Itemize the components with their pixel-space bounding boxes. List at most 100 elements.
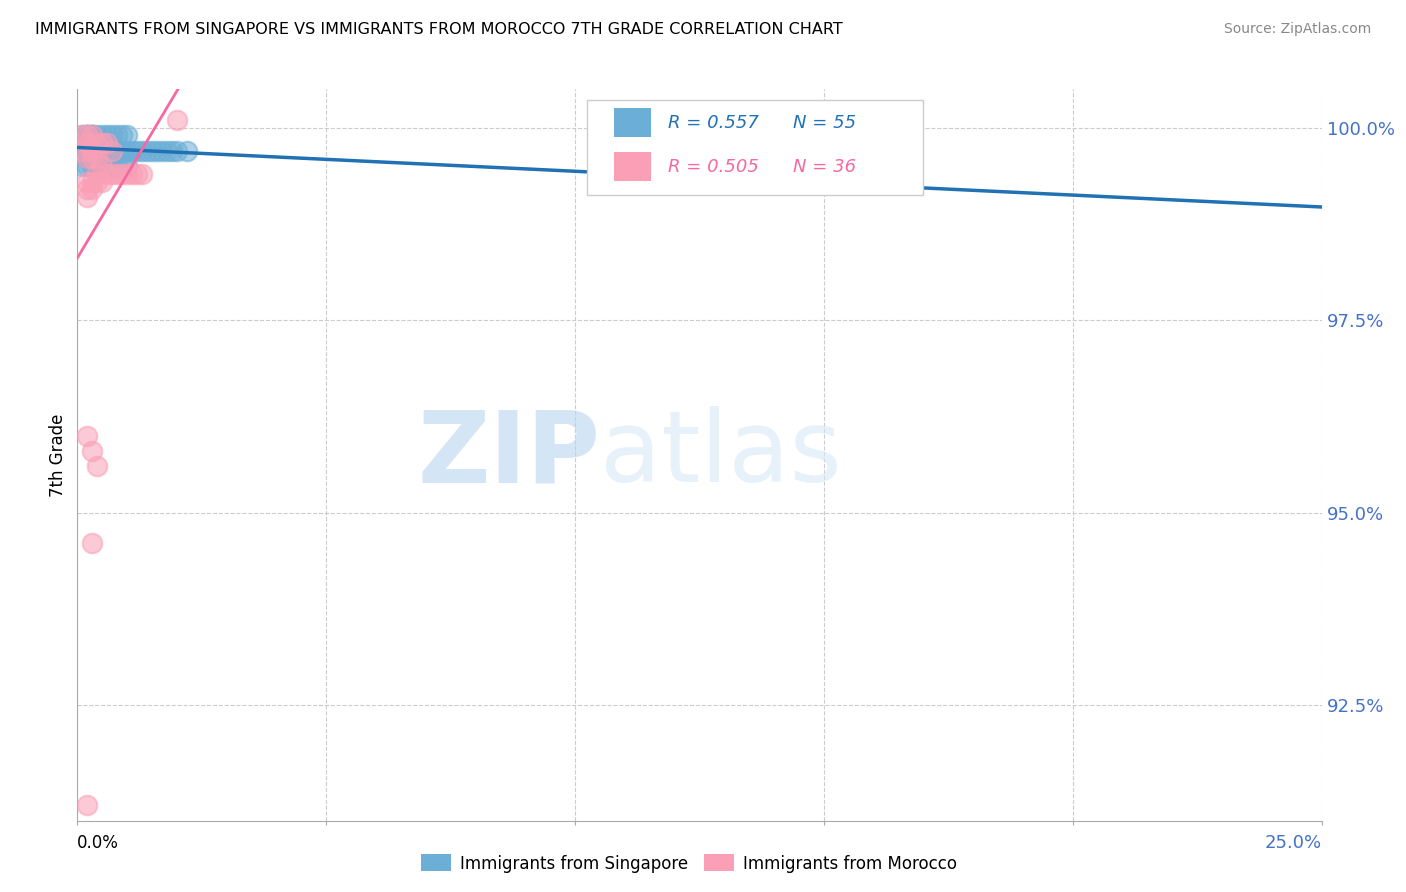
Point (86, 152, 108, 166)
Point (101, 167, 124, 181)
Point (72, 144, 94, 158)
Text: R = 0.557: R = 0.557 (668, 114, 759, 132)
Point (82, 175, 104, 189)
Point (166, 113, 188, 128)
Point (146, 144, 169, 158)
Point (160, 144, 183, 158)
Point (121, 167, 143, 181)
Point (156, 144, 179, 158)
Point (105, 167, 128, 181)
Point (111, 167, 134, 181)
Point (76, 152, 98, 166)
FancyBboxPatch shape (588, 100, 924, 195)
Point (76, 136, 98, 150)
Point (76, 128, 98, 143)
Point (131, 144, 153, 158)
Point (86, 152, 108, 166)
Point (82, 136, 104, 150)
Point (91, 136, 114, 150)
Point (96, 136, 118, 150)
FancyBboxPatch shape (613, 153, 651, 181)
Point (82, 144, 104, 158)
Point (136, 144, 159, 158)
Point (72, 128, 94, 143)
Point (82, 128, 104, 143)
Point (101, 144, 124, 158)
Point (82, 159, 104, 173)
Point (105, 159, 128, 173)
Point (76, 136, 98, 150)
Point (96, 159, 118, 173)
Point (91, 136, 114, 150)
Y-axis label: 7th Grade: 7th Grade (49, 413, 67, 497)
Point (86, 175, 108, 189)
Point (86, 128, 108, 143)
Point (125, 144, 148, 158)
Point (141, 144, 163, 158)
Text: 0.0%: 0.0% (77, 834, 120, 852)
Point (150, 144, 173, 158)
Point (115, 144, 138, 158)
Point (91, 175, 114, 189)
Point (105, 128, 128, 143)
Text: N = 55: N = 55 (793, 114, 856, 132)
Text: R = 0.505: R = 0.505 (668, 158, 759, 176)
Point (125, 167, 148, 181)
Point (76, 128, 98, 143)
Point (86, 136, 108, 150)
Text: Source: ZipAtlas.com: Source: ZipAtlas.com (1223, 22, 1371, 37)
Point (105, 144, 128, 158)
Point (101, 159, 124, 173)
Point (76, 144, 98, 158)
Point (166, 144, 188, 158)
Text: atlas: atlas (600, 407, 842, 503)
Point (76, 152, 98, 166)
Point (82, 136, 104, 150)
Point (76, 190, 98, 204)
Point (82, 182, 104, 196)
Point (72, 128, 94, 143)
Point (96, 167, 118, 181)
Point (111, 144, 134, 158)
Point (86, 144, 108, 158)
Legend: Immigrants from Singapore, Immigrants from Morocco: Immigrants from Singapore, Immigrants fr… (415, 847, 963, 880)
Point (72, 159, 94, 173)
Point (82, 144, 104, 158)
Point (72, 144, 94, 158)
Point (101, 128, 124, 143)
Point (82, 444, 104, 458)
Point (86, 459, 108, 474)
Point (91, 144, 114, 158)
Text: IMMIGRANTS FROM SINGAPORE VS IMMIGRANTS FROM MOROCCO 7TH GRADE CORRELATION CHART: IMMIGRANTS FROM SINGAPORE VS IMMIGRANTS … (35, 22, 844, 37)
Point (111, 159, 134, 173)
Point (82, 128, 104, 143)
FancyBboxPatch shape (613, 108, 651, 137)
Point (96, 136, 118, 150)
Point (82, 128, 104, 143)
Point (76, 159, 98, 173)
Point (91, 159, 114, 173)
Point (111, 128, 134, 143)
Point (76, 428, 98, 442)
Point (91, 159, 114, 173)
Text: 25.0%: 25.0% (1264, 834, 1322, 852)
Point (115, 159, 138, 173)
Point (76, 182, 98, 196)
Point (86, 159, 108, 173)
Point (86, 167, 108, 181)
Point (82, 152, 104, 166)
Point (96, 128, 118, 143)
Point (82, 128, 104, 143)
Point (121, 144, 143, 158)
Point (82, 152, 104, 166)
Point (72, 136, 94, 150)
Point (86, 136, 108, 150)
Point (76, 128, 98, 143)
Point (82, 536, 104, 550)
Point (76, 798, 98, 813)
Point (176, 144, 198, 158)
Text: N = 36: N = 36 (793, 158, 856, 176)
Point (115, 167, 138, 181)
Text: ZIP: ZIP (418, 407, 600, 503)
Point (96, 144, 118, 158)
